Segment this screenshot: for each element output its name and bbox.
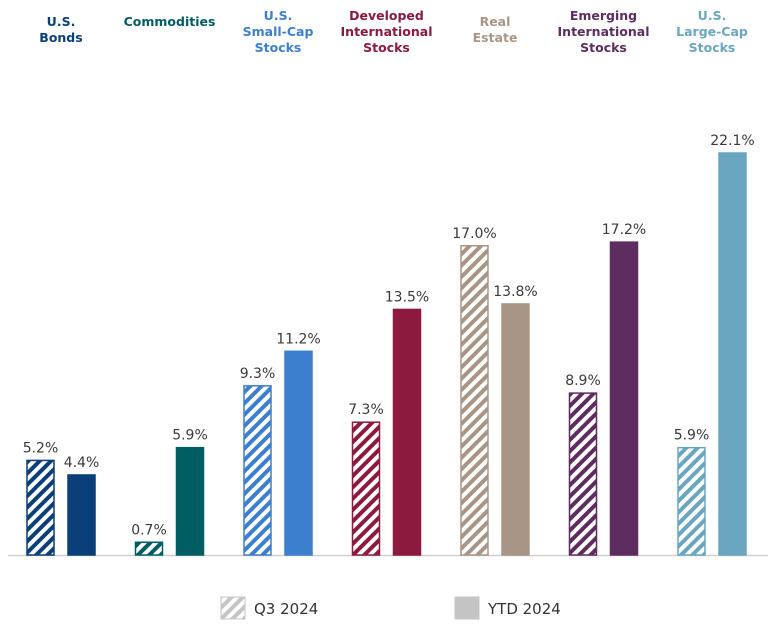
legend-label: Q3 2024 — [254, 600, 318, 618]
data-label: 5.2% — [23, 440, 59, 456]
category-label: U.S. Bonds — [39, 14, 82, 45]
data-label: 17.2% — [602, 222, 646, 238]
data-label: 0.7% — [131, 522, 167, 538]
data-label: 11.2% — [276, 331, 320, 347]
q3-bar — [243, 385, 272, 556]
legend-swatch — [454, 596, 480, 620]
q3-bar — [26, 459, 55, 556]
data-label: 17.0% — [452, 226, 496, 242]
category-label: U.S. Small-Cap Stocks — [243, 8, 314, 55]
data-label: 13.5% — [385, 289, 429, 305]
legend-swatch — [220, 596, 246, 620]
q3-bar — [351, 421, 381, 556]
data-label: 4.4% — [64, 455, 100, 471]
q3-bar — [568, 392, 598, 556]
data-label: 9.3% — [240, 366, 276, 382]
category-label: Emerging International Stocks — [558, 8, 650, 55]
q3-bar — [460, 245, 489, 556]
ytd-bar — [392, 308, 422, 556]
category-label: Real Estate — [473, 14, 518, 45]
legend-label: YTD 2024 — [487, 600, 561, 618]
data-label: 13.8% — [493, 284, 537, 300]
ytd-bar — [501, 303, 530, 556]
ytd-bar — [175, 446, 205, 556]
category-label: Commodities — [124, 14, 216, 29]
q3-bar — [677, 446, 706, 556]
ytd-bar — [718, 152, 747, 556]
data-label: 7.3% — [348, 402, 384, 418]
ytd-bar — [609, 241, 639, 556]
category-label: U.S. Large-Cap Stocks — [676, 8, 748, 55]
ytd-bar — [67, 474, 96, 556]
category-label: Developed International Stocks — [341, 8, 433, 55]
data-label: 8.9% — [565, 373, 601, 389]
data-label: 5.9% — [172, 428, 208, 444]
data-label: 5.9% — [674, 428, 710, 444]
ytd-bar — [284, 350, 313, 556]
data-label: 22.1% — [710, 133, 754, 149]
q3-bar — [134, 541, 164, 556]
